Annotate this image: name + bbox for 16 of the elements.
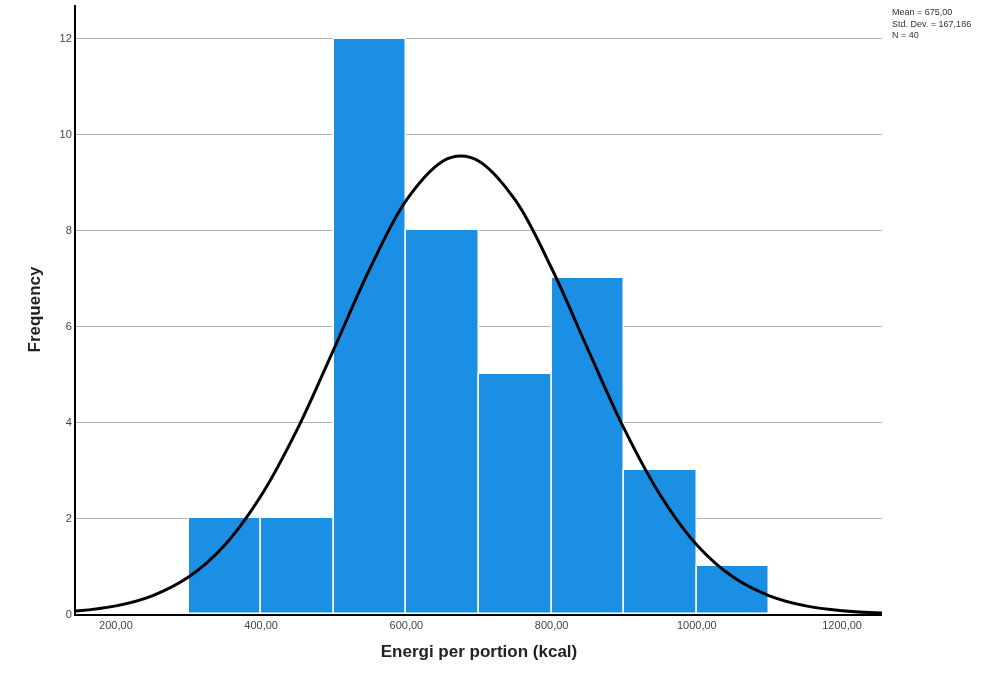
x-axis-title: Energi per portion (kcal)	[380, 642, 578, 662]
x-tick-label: 600,00	[389, 619, 424, 632]
y-tick-label: 2	[65, 511, 72, 524]
text: Mean = 675,00 Std. Dev. = 167,186 N = 40	[892, 7, 972, 41]
x-tick-label: 200,00	[99, 619, 133, 632]
x-tick-label: 800,00	[534, 619, 569, 632]
y-tick-label: 10	[59, 128, 72, 141]
y-axis-title: Frequency	[24, 265, 44, 353]
y-tick-label: 4	[65, 416, 72, 429]
y-tick-label: 12	[59, 32, 72, 45]
y-tick-label: 8	[65, 224, 72, 237]
y-tick-label: 0	[65, 607, 72, 620]
x-tick-label: 1200,00	[822, 619, 862, 632]
x-tick-label: 400,00	[244, 619, 278, 632]
x-tick-label: 1000,00	[676, 619, 717, 632]
y-tick-label: 6	[65, 320, 72, 333]
